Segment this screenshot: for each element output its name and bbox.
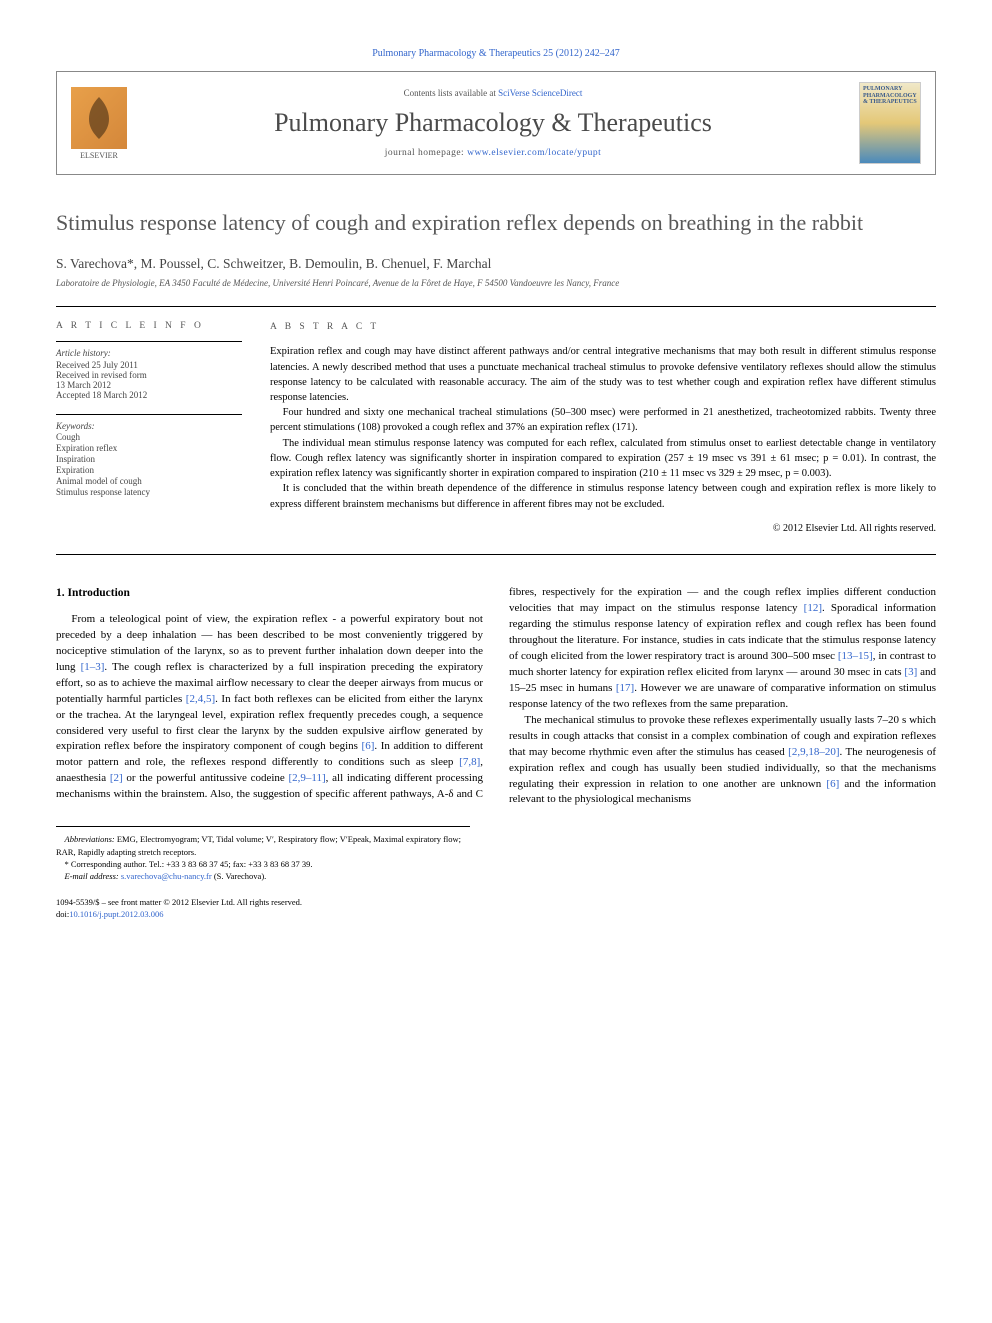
citation-link[interactable]: [2,9–11] — [289, 772, 326, 784]
abbreviations-line: Abbreviations: EMG, Electromyogram; VT, … — [56, 833, 470, 858]
article-info-heading: A R T I C L E I N F O — [56, 321, 242, 331]
citation-link[interactable]: [3] — [904, 666, 917, 678]
abstract-para: Expiration reflex and cough may have dis… — [270, 344, 936, 405]
history-revised-line2: 13 March 2012 — [56, 380, 242, 390]
body-para: The mechanical stimulus to provoke these… — [509, 713, 936, 809]
doi-prefix: doi: — [56, 909, 69, 919]
body-columns: 1. Introduction From a teleological poin… — [56, 585, 936, 808]
citation-link[interactable]: [7,8] — [459, 756, 480, 768]
citation-link[interactable]: [6] — [826, 778, 839, 790]
journal-header-box: ELSEVIER Contents lists available at Sci… — [56, 71, 936, 175]
abstract-para: Four hundred and sixty one mechanical tr… — [270, 405, 936, 435]
email-suffix: (S. Varechova). — [212, 871, 267, 881]
email-line: E-mail address: s.varechova@chu-nancy.fr… — [56, 870, 470, 882]
abstract-para: The individual mean stimulus response la… — [270, 436, 936, 482]
email-label: E-mail address: — [65, 871, 121, 881]
cover-title: PULMONARY PHARMACOLOGY & THERAPEUTICS — [863, 86, 917, 106]
citation-link[interactable]: [13–15] — [838, 650, 873, 662]
citation-header: Pulmonary Pharmacology & Therapeutics 25… — [56, 48, 936, 59]
keyword: Expiration reflex — [56, 443, 242, 453]
keywords-block: Keywords: Cough Expiration reflex Inspir… — [56, 414, 242, 497]
article-info-sidebar: A R T I C L E I N F O Article history: R… — [56, 321, 242, 537]
keyword: Cough — [56, 432, 242, 442]
journal-homepage-line: journal homepage: www.elsevier.com/locat… — [141, 148, 845, 158]
homepage-prefix: journal homepage: — [385, 148, 467, 158]
history-received: Received 25 July 2011 — [56, 360, 242, 370]
keyword: Animal model of cough — [56, 476, 242, 486]
citation-link[interactable]: [2] — [110, 772, 123, 784]
elsevier-logo-block: ELSEVIER — [71, 87, 127, 160]
elsevier-label: ELSEVIER — [71, 151, 127, 160]
abstract-heading: A B S T R A C T — [270, 321, 936, 335]
affiliation: Laboratoire de Physiologie, EA 3450 Facu… — [56, 278, 936, 288]
abstract-copyright: © 2012 Elsevier Ltd. All rights reserved… — [270, 522, 936, 537]
doi-line: doi:10.1016/j.pupt.2012.03.006 — [56, 909, 936, 921]
journal-name: Pulmonary Pharmacology & Therapeutics — [141, 108, 845, 138]
front-matter-line: 1094-5539/$ – see front matter © 2012 El… — [56, 897, 936, 909]
abbrev-text: EMG, Electromyogram; VT, Tidal volume; V… — [56, 834, 461, 856]
section-heading: 1. Introduction — [56, 585, 483, 602]
citation-link[interactable]: [6] — [362, 740, 375, 752]
keyword: Expiration — [56, 465, 242, 475]
abstract-para: It is concluded that the within breath d… — [270, 481, 936, 511]
citation-link[interactable]: [1–3] — [81, 661, 105, 673]
keyword: Stimulus response latency — [56, 487, 242, 497]
author-list: S. Varechova*, M. Poussel, C. Schweitzer… — [56, 256, 936, 272]
email-link[interactable]: s.varechova@chu-nancy.fr — [121, 871, 212, 881]
abbrev-label: Abbreviations: — [65, 834, 115, 844]
contents-available-line: Contents lists available at SciVerse Sci… — [141, 88, 845, 98]
journal-cover-thumbnail: PULMONARY PHARMACOLOGY & THERAPEUTICS — [859, 82, 921, 164]
rule-bottom — [56, 554, 936, 555]
article-history-block: Article history: Received 25 July 2011 R… — [56, 341, 242, 400]
info-abstract-row: A R T I C L E I N F O Article history: R… — [56, 307, 936, 555]
header-center: Contents lists available at SciVerse Sci… — [141, 88, 845, 158]
citation-link[interactable]: [17] — [616, 682, 634, 694]
elsevier-tree-icon — [71, 87, 127, 149]
citation-link[interactable]: [12] — [804, 602, 822, 614]
contents-prefix: Contents lists available at — [404, 88, 498, 98]
footer-block: 1094-5539/$ – see front matter © 2012 El… — [56, 897, 936, 921]
sciencedirect-link[interactable]: SciVerse ScienceDirect — [498, 88, 582, 98]
history-accepted: Accepted 18 March 2012 — [56, 390, 242, 400]
history-label: Article history: — [56, 348, 242, 358]
corresponding-author-line: * Corresponding author. Tel.: +33 3 83 6… — [56, 858, 470, 870]
body-text: or the powerful antitussive codeine — [123, 772, 289, 784]
homepage-link[interactable]: www.elsevier.com/locate/ypupt — [467, 148, 601, 158]
citation-link[interactable]: [2,9,18–20] — [788, 746, 839, 758]
footnotes-block: Abbreviations: EMG, Electromyogram; VT, … — [56, 826, 470, 882]
article-title: Stimulus response latency of cough and e… — [56, 209, 936, 238]
history-revised-line1: Received in revised form — [56, 370, 242, 380]
abstract-block: A B S T R A C T Expiration reflex and co… — [270, 321, 936, 537]
keyword: Inspiration — [56, 454, 242, 464]
keywords-label: Keywords: — [56, 421, 242, 431]
doi-link[interactable]: 10.1016/j.pupt.2012.03.006 — [69, 909, 163, 919]
citation-link[interactable]: [2,4,5] — [186, 693, 215, 705]
